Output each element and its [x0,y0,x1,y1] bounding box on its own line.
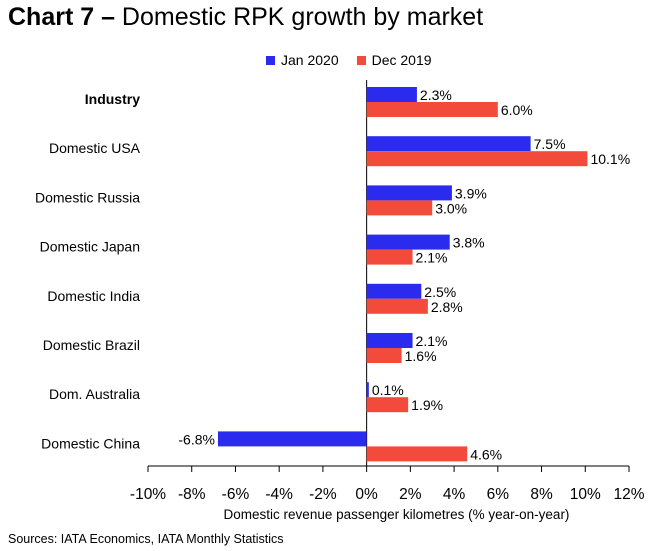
data-label: 2.1% [416,333,448,349]
x-tick-label: 10% [570,486,601,503]
data-label: 2.3% [420,87,452,103]
data-label: 7.5% [534,136,566,152]
bar-dec2019 [366,151,588,167]
category-label: Dom. Australia [49,386,140,402]
x-tick-label: -10% [130,486,166,503]
data-label: 6.0% [501,102,533,118]
data-label: 3.8% [453,235,485,251]
category-label: Domestic USA [49,140,141,156]
data-label: 10.1% [590,151,630,167]
bar-chart: -10% -8% -6% -4% -2% 0% 2% 4% 6% 8% 10% 12% Domestic… [35,80,645,522]
legend-swatch-jan2020 [266,55,275,65]
x-tick-label: 8% [530,486,553,503]
legend-label-jan2020: Jan 2020 [281,52,339,68]
data-label: -6.8% [178,431,215,447]
bar-dec2019 [366,397,409,413]
bar-jan2020 [366,234,450,250]
data-label: 2.1% [416,250,448,266]
legend-item-dec2019: Dec 2019 [356,52,432,68]
bar-jan2020 [366,87,417,102]
bar-dec2019 [366,298,428,314]
legend: Jan 2020 Dec 2019 [266,52,432,68]
bar-jan2020 [366,185,452,201]
bar-jan2020 [366,333,413,348]
category-label: Domestic Brazil [43,337,140,353]
x-tick-label: 4% [443,486,466,503]
bar-jan2020 [366,382,369,398]
category-label: Domestic Russia [35,189,140,205]
data-label: 1.6% [405,348,437,364]
legend-item-jan2020: Jan 2020 [266,52,339,68]
bar-jan2020 [366,283,422,299]
bar-dec2019 [366,200,433,216]
x-tick-label: 2% [399,486,422,503]
bar-dec2019 [366,446,468,462]
bar-jan2020 [217,431,367,447]
legend-swatch-dec2019 [356,55,366,65]
chart-title: Chart 7 – Domestic RPK growth by market [8,3,483,32]
x-axis-label: Domestic revenue passenger kilometres (%… [224,507,570,522]
x-tick-label: -8% [178,486,206,503]
data-label: 2.5% [424,284,456,300]
x-tick-label: 0% [355,486,378,503]
category-label: Domestic Japan [40,239,140,255]
x-tick-label: -6% [222,486,250,503]
category-label: Domestic India [47,288,140,304]
category-label: Domestic China [41,435,140,451]
category-label: Industry [85,91,140,107]
chart-title-prefix: Chart 7 – [8,3,115,31]
bar-dec2019 [366,102,498,117]
x-tick-label: 6% [487,486,510,503]
data-label: 3.9% [455,185,487,201]
legend-label-dec2019: Dec 2019 [371,52,432,68]
source-note: Sources: IATA Economics, IATA Monthly St… [8,532,284,546]
bar-dec2019 [366,348,402,363]
bar-dec2019 [366,249,413,265]
data-label: 3.0% [435,200,467,216]
data-label: 1.9% [411,397,443,413]
data-label: 0.1% [372,382,404,398]
chart-title-text: Domestic RPK growth by market [114,3,484,31]
data-label: 4.6% [470,446,502,462]
data-label: 2.8% [431,299,463,315]
bar-jan2020 [366,136,531,152]
x-tick-label: -2% [309,486,337,503]
x-tick-label: 12% [613,486,644,503]
x-tick-label: -4% [265,486,293,503]
